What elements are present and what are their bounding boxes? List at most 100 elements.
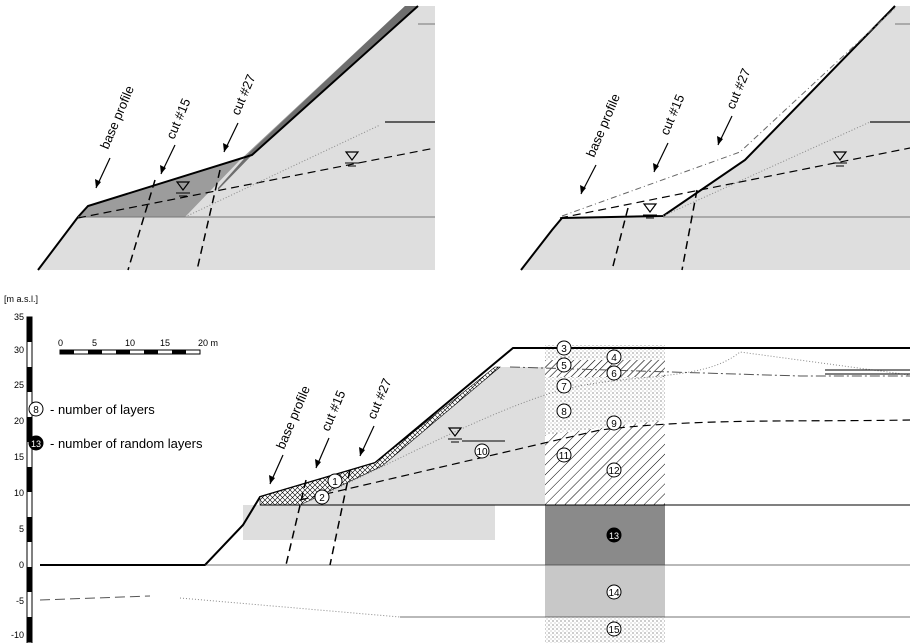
layer-marker: 12: [606, 462, 622, 478]
legend-marker-open: [28, 401, 44, 417]
label-base-profile-main: base profile: [273, 383, 313, 451]
svg-text:2: 2: [319, 493, 325, 504]
cut-15-line-right: [611, 207, 629, 271]
label-base-profile-right: base profile: [583, 91, 623, 159]
layer-marker: 4: [606, 349, 622, 365]
ground-body-cut: [521, 6, 910, 270]
layer-marker: 14: [606, 584, 622, 600]
water-table-symbol: [175, 181, 191, 197]
panel-top-left: base profile cut #15 cut #27: [37, 5, 436, 271]
axis-tick: 20: [14, 416, 24, 426]
scale-bar: 0 5 10 15 20 m: [58, 338, 218, 355]
layer-number-markers: 1 2 3 4 5 6 7 8 9 10 11 12 13 14 15: [314, 340, 622, 637]
label-cut-27-right: cut #27: [723, 66, 753, 111]
cut-27-line-right: [681, 189, 698, 271]
legend-text-random-layers: - number of random layers: [50, 436, 203, 451]
layer-marker: 11: [556, 447, 572, 463]
axis-unit-label: [m a.s.l.]: [4, 294, 38, 304]
lower-dotted-layer: [179, 597, 401, 618]
scale-tick: 5: [92, 338, 97, 348]
label-cut-15-right: cut #15: [657, 92, 687, 137]
cut-27-line-main: [329, 469, 351, 566]
layer-marker: 5: [556, 357, 572, 373]
svg-text:4: 4: [611, 353, 617, 364]
svg-text:5: 5: [561, 361, 567, 372]
label-cut-15: cut #15: [163, 96, 193, 141]
axis-tick: 10: [14, 488, 24, 498]
svg-text:7: 7: [561, 382, 567, 393]
axis-tick: 30: [14, 345, 24, 355]
layer-marker: 2: [314, 489, 330, 505]
scale-tick: 20 m: [198, 338, 218, 348]
layer-marker: 8: [556, 403, 572, 419]
axis-tick: 5: [19, 524, 24, 534]
layer-13-random: [545, 505, 665, 565]
legend-marker-filled: [28, 435, 44, 451]
axis-tick-labels: 35 30 25 20 15 10 5 0 -5 -10: [11, 312, 24, 640]
label-base-profile: base profile: [97, 83, 137, 151]
water-table-symbol-main: [447, 427, 463, 443]
layer-marker: 1: [327, 473, 343, 489]
label-cut-15-main: cut #15: [318, 388, 348, 433]
axis-tick: 25: [14, 380, 24, 390]
cut-profile-line: [520, 5, 896, 271]
cut-27-line: [196, 169, 221, 271]
svg-text:11: 11: [559, 451, 570, 462]
water-table-symbol-2: [344, 151, 360, 167]
lower-dashed-layer: [39, 595, 151, 601]
dotted-interface-right: [662, 121, 871, 217]
layer-col-band-5: [545, 360, 665, 369]
svg-text:13: 13: [609, 531, 619, 541]
svg-text:6: 6: [611, 369, 617, 380]
layer-marker: 6: [606, 365, 622, 381]
base-profile-line: [37, 5, 419, 271]
vertical-axis: [26, 316, 33, 643]
axis-tick: 0: [19, 560, 24, 570]
svg-text:1: 1: [332, 477, 338, 488]
cut-15-line: [127, 179, 156, 271]
water-table-symbol-right: [642, 203, 658, 219]
axis-tick: -10: [11, 630, 24, 640]
scale-tick: 15: [160, 338, 170, 348]
water-table-symbol-right-2: [832, 151, 848, 167]
svg-text:3: 3: [561, 344, 567, 355]
layer-marker: 7: [556, 378, 572, 394]
original-profile-dashed: [561, 7, 896, 217]
layer-marker: 15: [606, 621, 622, 637]
groundwater-line-right: [559, 147, 910, 219]
svg-text:14: 14: [608, 588, 620, 599]
svg-text:8: 8: [561, 407, 567, 418]
layer-col-band-6: [545, 369, 665, 377]
layer-marker: 10: [474, 443, 490, 459]
groundwater-line-main: [299, 419, 910, 501]
legend-marker-open-text: 8: [33, 405, 39, 416]
panel-main: base profile cut #15 cut #27 [m a.s.l.] …: [4, 294, 910, 643]
layer-15: [545, 617, 665, 643]
layer-marker: 3: [556, 340, 572, 356]
legend-marker-filled-text: 13: [31, 439, 41, 449]
scale-tick: 0: [58, 338, 63, 348]
axis-tick: 15: [14, 452, 24, 462]
legend: 8 - number of layers 13 - number of rand…: [28, 401, 203, 451]
cut-15-line-main: [285, 479, 307, 566]
layer-col-hatched: [545, 420, 665, 505]
legend-text-layers: - number of layers: [50, 402, 155, 417]
axis-tick: -5: [16, 596, 24, 606]
label-cut-27: cut #27: [228, 72, 258, 117]
axis-tick: 35: [14, 312, 24, 322]
svg-text:10: 10: [476, 447, 488, 458]
groundwater-line: [77, 147, 436, 219]
panel-top-right: base profile cut #15 cut #27: [520, 5, 910, 271]
layer-14: [545, 565, 665, 617]
svg-text:12: 12: [608, 466, 620, 477]
upper-dashed-layer: [509, 366, 910, 377]
svg-text:15: 15: [608, 625, 620, 636]
slope-ground: [260, 367, 495, 505]
layer-marker-random: 13: [606, 527, 622, 543]
scale-tick: 10: [125, 338, 135, 348]
ground-body: [38, 6, 435, 270]
layer-marker: 9: [606, 415, 622, 431]
svg-text:9: 9: [611, 419, 617, 430]
label-cut-27-main: cut #27: [364, 376, 394, 421]
